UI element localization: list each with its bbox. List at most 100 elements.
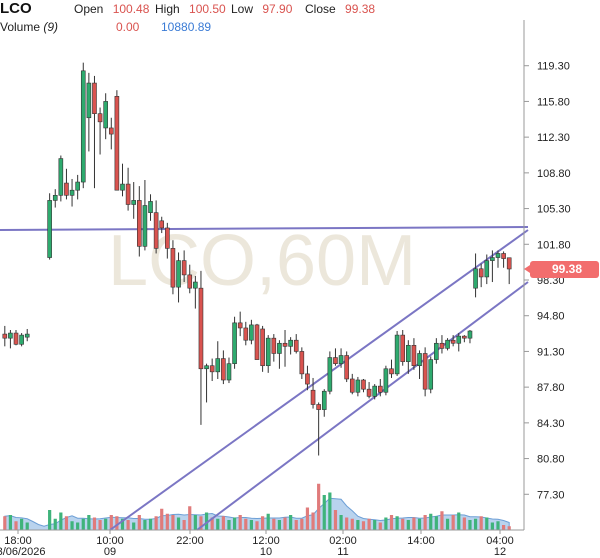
- volume-bar: [87, 515, 91, 530]
- candle-body: [254, 324, 260, 360]
- candle: [394, 331, 400, 376]
- x-tick-label: 04:00: [486, 535, 514, 547]
- close-value: 99.38: [345, 2, 376, 16]
- channel-lower-line[interactable]: [196, 281, 529, 531]
- open-label: Open: [74, 2, 104, 16]
- volume-bar: [339, 515, 343, 530]
- candle: [478, 263, 484, 288]
- candle-body: [265, 337, 271, 367]
- volume-average-value: 10880.89: [161, 20, 212, 34]
- candle: [181, 250, 187, 283]
- volume-bar: [451, 515, 455, 530]
- candle-body: [377, 385, 383, 393]
- volume-bar: [109, 515, 113, 530]
- candle: [260, 325, 265, 372]
- volume-bar: [457, 512, 461, 530]
- candle-body: [428, 359, 434, 390]
- candle-body: [24, 333, 30, 338]
- volume-bar: [160, 508, 164, 530]
- volume-bar: [317, 483, 321, 530]
- candle-body: [366, 388, 372, 397]
- candle: [125, 167, 131, 211]
- candle: [456, 333, 462, 352]
- y-tick-label: 112.30: [537, 132, 570, 144]
- candle: [406, 340, 411, 374]
- candle: [187, 264, 193, 294]
- candle: [484, 254, 490, 285]
- candle: [271, 334, 277, 362]
- volume-bar: [25, 522, 29, 530]
- candle-body: [260, 328, 265, 367]
- candle: [120, 163, 125, 197]
- candle-body: [439, 342, 445, 349]
- candle: [243, 321, 249, 346]
- volume-bar: [266, 513, 270, 530]
- candle: [389, 359, 394, 378]
- candle-body: [13, 332, 19, 345]
- candle: [165, 222, 170, 259]
- volume-bar: [81, 518, 85, 530]
- candle: [439, 335, 445, 354]
- candle: [417, 350, 422, 379]
- candle-body: [114, 96, 120, 191]
- volume-bar: [244, 518, 248, 530]
- candle-body: [310, 389, 316, 405]
- resistance-line[interactable]: [0, 226, 529, 231]
- candle-body: [406, 345, 411, 362]
- candle-body: [473, 268, 478, 289]
- volume-bar: [333, 510, 338, 530]
- volume-bar: [232, 517, 237, 530]
- volume-bar: [378, 522, 382, 530]
- volume-period: (9): [43, 20, 59, 34]
- candle-body: [349, 378, 355, 393]
- candle-body: [478, 268, 484, 278]
- candle-body: [277, 342, 282, 354]
- volume-bar: [238, 515, 242, 530]
- candle: [282, 330, 288, 367]
- candle: [52, 189, 58, 208]
- candle-body: [19, 334, 24, 345]
- candle-body: [137, 200, 142, 247]
- candle: [445, 338, 450, 351]
- candle: [47, 193, 52, 260]
- candle-body: [271, 337, 277, 354]
- volume-bar: [417, 518, 422, 530]
- volume-label: Volume: [0, 20, 41, 34]
- volume-bar: [70, 521, 74, 530]
- candle-body: [2, 333, 8, 339]
- candle-body: [204, 365, 209, 370]
- candle: [64, 168, 69, 200]
- candle-body: [355, 379, 361, 393]
- candle-body: [299, 351, 305, 375]
- candle: [462, 335, 467, 343]
- volume-bar: [48, 510, 52, 530]
- candle-body: [462, 335, 467, 339]
- volume-bar: [137, 515, 141, 530]
- candle-body: [456, 335, 462, 344]
- candle-body: [445, 339, 450, 349]
- candle: [495, 250, 501, 268]
- high-label: High: [155, 2, 180, 16]
- y-tick-label: 84.30: [537, 418, 565, 430]
- trendlines[interactable]: [0, 226, 529, 531]
- volume-bar: [361, 521, 366, 530]
- candle-body: [181, 260, 187, 276]
- volume-bar: [389, 515, 394, 530]
- candle-body: [170, 248, 176, 288]
- volume-bar: [367, 518, 371, 530]
- volume-bar: [8, 515, 13, 530]
- candle: [344, 351, 349, 383]
- candle-body: [361, 379, 366, 390]
- volume-bar: [20, 518, 24, 530]
- low-label: Low: [231, 2, 254, 16]
- last-price-badge: 99.38: [524, 260, 599, 278]
- candle-body: [198, 287, 204, 370]
- volume-bar: [59, 512, 63, 530]
- candle-body: [288, 339, 293, 347]
- candle-body: [372, 385, 377, 397]
- candle: [221, 350, 226, 385]
- candle-body: [490, 257, 495, 261]
- volume-bar: [154, 516, 158, 530]
- channel-upper-line[interactable]: [109, 229, 529, 531]
